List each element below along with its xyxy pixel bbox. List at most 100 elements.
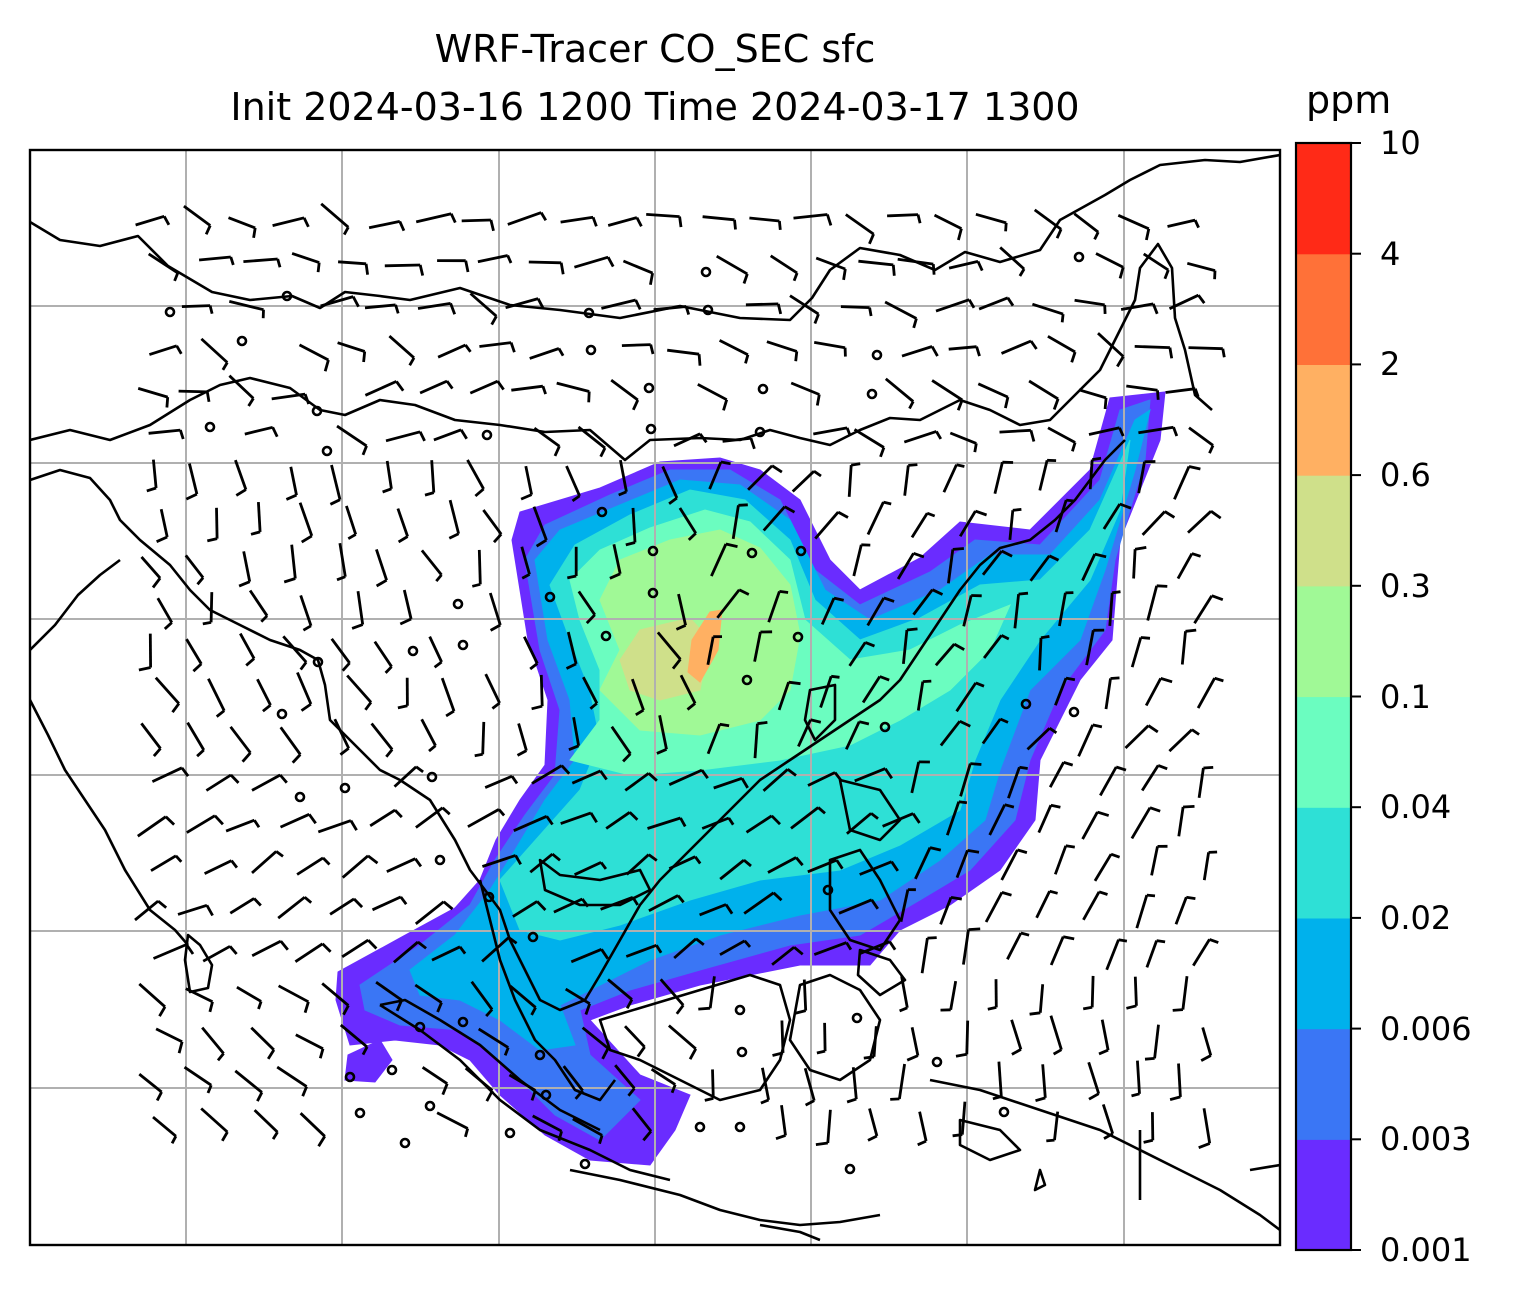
calm-wind-marker: [276, 708, 288, 720]
wind-barb: [399, 589, 413, 626]
wind-barb: [614, 1064, 636, 1097]
wind-barb: [982, 634, 1010, 659]
wind-barb: [934, 642, 965, 667]
wind-barb: [577, 590, 596, 625]
colorbar-swatch: [1296, 585, 1351, 698]
wind-barb: [560, 811, 598, 825]
wind-barb: [440, 677, 456, 718]
wind-barb: [716, 588, 750, 619]
calm-wind-marker: [645, 423, 657, 435]
wind-barb: [1141, 764, 1168, 792]
wind-barb: [1078, 388, 1108, 410]
wind-barb: [1105, 938, 1128, 971]
wind-barb: [1087, 1061, 1101, 1101]
wind-barb: [382, 460, 393, 494]
wind-barb: [138, 633, 152, 672]
wind-barb: [667, 348, 702, 366]
wind-barb: [1104, 676, 1120, 710]
map-title-line-1: WRF-Tracer CO_SEC sfc: [434, 27, 876, 71]
wind-barb: [984, 891, 1012, 923]
calm-wind-marker: [407, 645, 419, 657]
co-concentration-field: [335, 391, 1166, 1166]
wind-barb: [531, 674, 544, 711]
wind-barb: [1081, 810, 1110, 840]
wind-barb: [156, 597, 174, 630]
calm-wind-marker: [647, 587, 659, 599]
wind-barb: [484, 673, 501, 710]
wind-barb: [1108, 590, 1121, 627]
wind-barb: [346, 674, 373, 711]
wind-barb: [623, 1025, 646, 1058]
colorbar-tick-label: 0.02: [1380, 898, 1452, 937]
wind-barb: [1198, 1108, 1212, 1150]
calm-wind-marker: [736, 1046, 748, 1058]
wind-barb: [935, 298, 976, 313]
map-frame: [28, 148, 1282, 1247]
wind-barb: [656, 715, 668, 755]
wind-barb: [156, 508, 169, 543]
calm-wind-marker: [481, 429, 493, 441]
wind-barb: [1134, 345, 1174, 359]
wind-barb: [1188, 426, 1215, 454]
wind-barb: [183, 1066, 213, 1094]
wind-barb: [1126, 384, 1160, 400]
calm-wind-marker: [702, 304, 714, 316]
calm-wind-marker: [998, 1106, 1010, 1118]
wind-barb: [373, 640, 393, 674]
wind-barb: [461, 218, 495, 232]
calm-wind-marker: [504, 1127, 516, 1139]
wind-barb: [1144, 1024, 1160, 1061]
wind-barb: [1132, 546, 1147, 579]
wind-barb: [863, 1026, 878, 1060]
wind-barb: [202, 592, 214, 626]
wind-barb: [715, 254, 749, 284]
wind-barb: [564, 987, 592, 1015]
wind-barb: [1098, 1019, 1110, 1056]
wind-barb: [375, 548, 388, 588]
wind-barb: [820, 596, 845, 625]
calm-wind-marker: [792, 631, 804, 643]
calm-wind-marker: [700, 266, 712, 278]
wind-barb: [1054, 676, 1076, 706]
wind-barb: [469, 379, 505, 395]
wind-barb: [650, 1068, 677, 1094]
colorbar-swatch: [1296, 807, 1351, 919]
wind-barb: [155, 1027, 184, 1054]
wind-barb: [847, 462, 861, 497]
wind-barb: [1193, 594, 1224, 625]
calm-wind-marker: [585, 344, 597, 356]
wind-barb: [955, 681, 985, 713]
colorbar-swatch: [1296, 364, 1351, 476]
wind-barb: [745, 302, 783, 315]
wind-barb: [178, 389, 211, 403]
wind-barb: [914, 846, 942, 880]
wind-barb: [228, 216, 257, 239]
wind-barb: [977, 382, 1010, 409]
wind-barb: [719, 859, 752, 881]
wind-barb: [574, 255, 615, 269]
wind-barb: [601, 298, 642, 311]
wind-barb: [234, 459, 248, 497]
wind-barb: [236, 985, 263, 1010]
wind-barb: [753, 630, 773, 662]
wind-barb: [577, 425, 607, 458]
wind-barb: [618, 459, 628, 497]
wind-barb: [1029, 554, 1060, 582]
wind-barb: [668, 768, 709, 786]
wind-barb: [433, 428, 468, 442]
wind-barb: [207, 678, 226, 718]
wind-barb: [948, 345, 981, 357]
calm-wind-marker: [694, 1121, 706, 1133]
wind-barb: [1097, 332, 1125, 368]
calm-wind-marker: [311, 405, 323, 417]
wind-barb: [582, 676, 599, 710]
wind-barb: [229, 897, 262, 915]
wind-barb: [807, 771, 843, 787]
wind-barb: [992, 1061, 1003, 1101]
wind-barb: [896, 551, 925, 580]
wind-barb: [507, 211, 548, 226]
wind-barb: [185, 987, 214, 1013]
wind-barb: [912, 588, 944, 616]
wind-barb: [474, 721, 486, 758]
wind-barb: [882, 812, 921, 828]
